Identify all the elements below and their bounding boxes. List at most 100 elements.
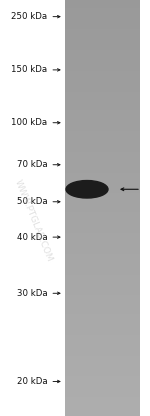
Bar xyxy=(65,385,140,387)
Bar xyxy=(65,152,140,154)
Bar xyxy=(65,94,140,96)
Text: 30 kDa: 30 kDa xyxy=(17,289,47,298)
Bar xyxy=(65,220,140,223)
Bar xyxy=(65,15,140,17)
Bar xyxy=(65,27,140,29)
Bar xyxy=(65,137,140,139)
Bar xyxy=(65,144,140,146)
Bar xyxy=(65,352,140,354)
Bar xyxy=(65,383,140,385)
Bar xyxy=(65,275,140,277)
Bar xyxy=(65,92,140,94)
Bar xyxy=(65,254,140,256)
Bar xyxy=(65,112,140,114)
Bar xyxy=(65,33,140,35)
Bar xyxy=(65,356,140,358)
Text: 50 kDa: 50 kDa xyxy=(17,197,47,206)
Bar xyxy=(65,322,140,324)
Bar xyxy=(65,252,140,254)
Bar xyxy=(65,218,140,220)
Bar xyxy=(65,347,140,349)
Bar xyxy=(65,10,140,12)
Bar xyxy=(65,233,140,235)
Bar xyxy=(65,399,140,401)
Bar xyxy=(65,302,140,304)
Bar xyxy=(65,379,140,381)
Bar xyxy=(65,179,140,181)
Bar xyxy=(65,12,140,15)
Bar xyxy=(65,110,140,112)
Bar xyxy=(65,148,140,150)
Bar xyxy=(65,270,140,272)
Bar xyxy=(65,164,140,166)
Bar xyxy=(65,339,140,341)
Bar xyxy=(65,100,140,102)
Bar xyxy=(65,368,140,370)
Bar xyxy=(65,60,140,62)
Bar xyxy=(65,175,140,177)
Bar xyxy=(65,52,140,54)
Bar xyxy=(65,200,140,202)
Bar xyxy=(65,358,140,360)
Bar xyxy=(65,187,140,189)
Bar xyxy=(65,204,140,206)
Text: 40 kDa: 40 kDa xyxy=(17,233,47,242)
Bar xyxy=(65,266,140,268)
Ellipse shape xyxy=(66,181,108,198)
Bar xyxy=(65,58,140,60)
Bar xyxy=(65,177,140,179)
Bar xyxy=(65,6,140,8)
Bar xyxy=(65,42,140,44)
Bar xyxy=(65,108,140,110)
Bar xyxy=(65,37,140,40)
Bar xyxy=(65,4,140,6)
Bar xyxy=(65,306,140,308)
Bar xyxy=(65,214,140,216)
Bar xyxy=(65,406,140,408)
Bar xyxy=(65,119,140,121)
Text: 70 kDa: 70 kDa xyxy=(17,160,47,169)
Bar xyxy=(65,77,140,79)
Bar xyxy=(65,337,140,339)
Bar xyxy=(65,64,140,67)
Bar xyxy=(65,62,140,64)
Bar xyxy=(65,393,140,395)
Bar xyxy=(65,397,140,399)
Bar xyxy=(65,376,140,379)
Bar xyxy=(65,83,140,85)
Bar xyxy=(65,304,140,306)
Bar xyxy=(65,48,140,50)
Bar xyxy=(65,69,140,71)
Bar xyxy=(65,401,140,404)
Bar xyxy=(65,372,140,374)
Bar xyxy=(65,395,140,397)
Bar xyxy=(65,308,140,310)
Bar xyxy=(65,241,140,243)
Bar xyxy=(65,185,140,187)
Text: WWW.PTGLAB.COM: WWW.PTGLAB.COM xyxy=(12,178,54,263)
Bar xyxy=(65,139,140,141)
Bar xyxy=(65,17,140,19)
Bar xyxy=(65,327,140,329)
Bar xyxy=(65,279,140,281)
Bar xyxy=(65,191,140,193)
Bar xyxy=(65,320,140,322)
Bar xyxy=(65,283,140,285)
Bar xyxy=(65,135,140,137)
Bar xyxy=(65,125,140,127)
Bar xyxy=(65,297,140,300)
Bar xyxy=(65,129,140,131)
Bar xyxy=(65,289,140,291)
Bar xyxy=(65,227,140,229)
Bar xyxy=(65,21,140,23)
Bar xyxy=(65,75,140,77)
Bar xyxy=(65,156,140,158)
Bar xyxy=(65,412,140,414)
Bar xyxy=(65,262,140,264)
Bar xyxy=(65,256,140,258)
Bar xyxy=(65,87,140,89)
Bar xyxy=(65,193,140,196)
Bar xyxy=(65,235,140,237)
Bar xyxy=(65,85,140,87)
Bar xyxy=(65,29,140,31)
